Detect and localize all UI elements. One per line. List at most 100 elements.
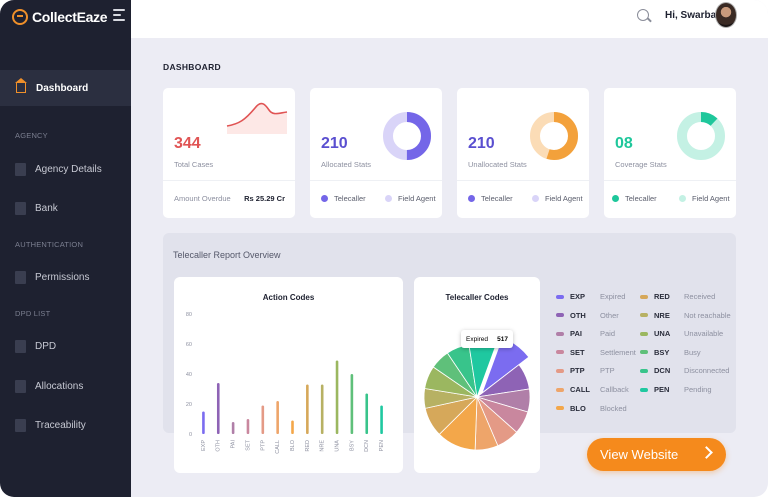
search-icon[interactable] <box>637 9 649 21</box>
donut-track <box>677 112 725 160</box>
x-tick-label: NRE <box>320 440 326 452</box>
card-divider <box>604 180 736 181</box>
legend-label: Telecaller <box>481 194 513 203</box>
sidebar-item-label: Bank <box>35 203 58 214</box>
x-tick-label: EXP <box>201 440 207 451</box>
allocations-icon <box>15 380 26 393</box>
allocated-label: Allocated Stats <box>321 160 372 169</box>
sidebar-item-permissions[interactable]: Permissions <box>15 271 89 284</box>
bar-dcn[interactable] <box>365 393 369 435</box>
telecaller-codes-title: Telecaller Codes <box>445 293 509 302</box>
legend-telecaller: Telecaller <box>468 194 513 203</box>
coverage-stats-card: 08 Coverage Stats Telecaller Field Agent <box>604 88 736 218</box>
bar-bsy[interactable] <box>350 374 354 434</box>
report-title: Telecaller Report Overview <box>173 250 281 260</box>
amount-overdue-label: Amount Overdue <box>174 194 231 203</box>
legend-swatch <box>640 368 648 373</box>
agency-details-icon <box>15 163 26 176</box>
bank-icon <box>15 202 26 215</box>
donut-fill <box>383 112 431 160</box>
coverage-value: 08 <box>615 135 633 152</box>
bar-set[interactable] <box>246 419 250 434</box>
sidebar-item-agency-details[interactable]: Agency Details <box>15 163 102 176</box>
sidebar-item-dpd[interactable]: DPD <box>15 340 56 353</box>
app-name: CollectEaze <box>32 9 108 25</box>
action-codes-chart-card: Action Codes 0 20 40 60 80 EXP OTH PAI SET PTP CAL… <box>174 277 403 473</box>
legend-description: Paid <box>600 329 616 339</box>
legend-telecaller: Telecaller <box>321 194 366 203</box>
unallocated-stats-card: 210 Unallocated Stats Telecaller Field A… <box>457 88 589 218</box>
y-tick-label: 0 <box>189 432 192 438</box>
logo-icon <box>12 9 28 25</box>
allocated-value: 210 <box>321 135 348 152</box>
legend-description: Received <box>684 292 716 301</box>
x-tick-label: SET <box>245 439 251 450</box>
donut-fill <box>677 112 725 160</box>
bar-exp[interactable] <box>202 411 205 435</box>
code-legend-item: PTP PTP <box>556 366 615 375</box>
x-tick-label: PTP <box>260 440 266 451</box>
total-cases-sparkline <box>226 102 288 134</box>
legend-swatch <box>640 294 648 299</box>
sidebar-item-dashboard[interactable]: Dashboard <box>0 70 131 106</box>
code-legend-item: PAI Paid <box>556 329 615 338</box>
sidebar-item-label: Dashboard <box>36 82 89 94</box>
bar-una[interactable] <box>335 360 339 435</box>
logo[interactable]: CollectEaze <box>12 6 108 28</box>
code-legend-item: BSY Busy <box>640 348 701 357</box>
sidebar-item-bank[interactable]: Bank <box>15 202 58 215</box>
x-tick-label: CALL <box>275 440 281 454</box>
avatar[interactable] <box>715 2 737 28</box>
legend-field-agent: Field Agent <box>679 194 730 203</box>
legend-code: EXP <box>570 292 586 301</box>
legend-swatch <box>556 406 564 411</box>
card-divider <box>310 180 442 181</box>
bar-nre[interactable] <box>320 384 324 435</box>
legend-swatch <box>556 368 564 373</box>
legend-swatch <box>640 331 648 336</box>
legend-code: RED <box>654 292 670 301</box>
bar-pai[interactable] <box>231 422 235 434</box>
bar-red[interactable] <box>306 384 309 435</box>
legend-description: Busy <box>684 347 701 357</box>
card-divider <box>163 180 295 181</box>
sidebar-item-label: Traceability <box>35 420 86 431</box>
pie-tooltip: Expired 517 <box>461 330 513 348</box>
legend-code: SET <box>570 347 585 357</box>
legend-code: BLO <box>570 403 586 413</box>
y-tick-label: 20 <box>186 402 192 408</box>
sidebar-item-traceability[interactable]: Traceability <box>15 419 86 432</box>
home-icon <box>15 78 27 93</box>
coverage-donut <box>677 112 725 160</box>
total-cases-value: 344 <box>174 135 201 152</box>
bar-ptp[interactable] <box>261 405 265 435</box>
bar-pen[interactable] <box>380 405 383 435</box>
legend-code: NRE <box>654 310 670 320</box>
legend-code: UNA <box>654 329 671 339</box>
view-website-button[interactable]: View Website <box>587 438 726 471</box>
legend-swatch <box>640 387 648 392</box>
unallocated-label: Unallocated Stats <box>468 160 527 169</box>
legend-swatch <box>556 387 564 392</box>
legend-swatch <box>556 350 564 355</box>
menu-toggle-icon[interactable] <box>113 9 125 21</box>
total-cases-card: 344 Total Cases Amount Overdue Rs 25.29 … <box>163 88 295 218</box>
legend-code: PEN <box>654 385 670 394</box>
code-legend-item: OTH Other <box>556 311 619 320</box>
legend-description: Settlement <box>600 347 636 357</box>
legend-description: Expired <box>600 292 626 301</box>
x-tick-label: BLO <box>290 439 296 451</box>
legend-swatch <box>556 331 564 336</box>
legend-label: Telecaller <box>334 194 366 203</box>
sidebar-item-allocations[interactable]: Allocations <box>15 380 83 393</box>
sidebar-item-label: Agency Details <box>35 164 102 175</box>
section-authentication: AUTHENTICATION <box>15 240 84 249</box>
tooltip-label: Expired <box>466 335 489 343</box>
bar-call[interactable] <box>276 401 279 434</box>
bar-blo[interactable] <box>291 420 294 435</box>
sidebar-item-label: Allocations <box>35 381 84 392</box>
code-legend-item: BLO Blocked <box>556 404 627 413</box>
bar-oth[interactable] <box>216 383 220 434</box>
telecaller-codes-pie <box>423 337 531 451</box>
topbar: Hi, Swarbab <box>131 0 768 38</box>
